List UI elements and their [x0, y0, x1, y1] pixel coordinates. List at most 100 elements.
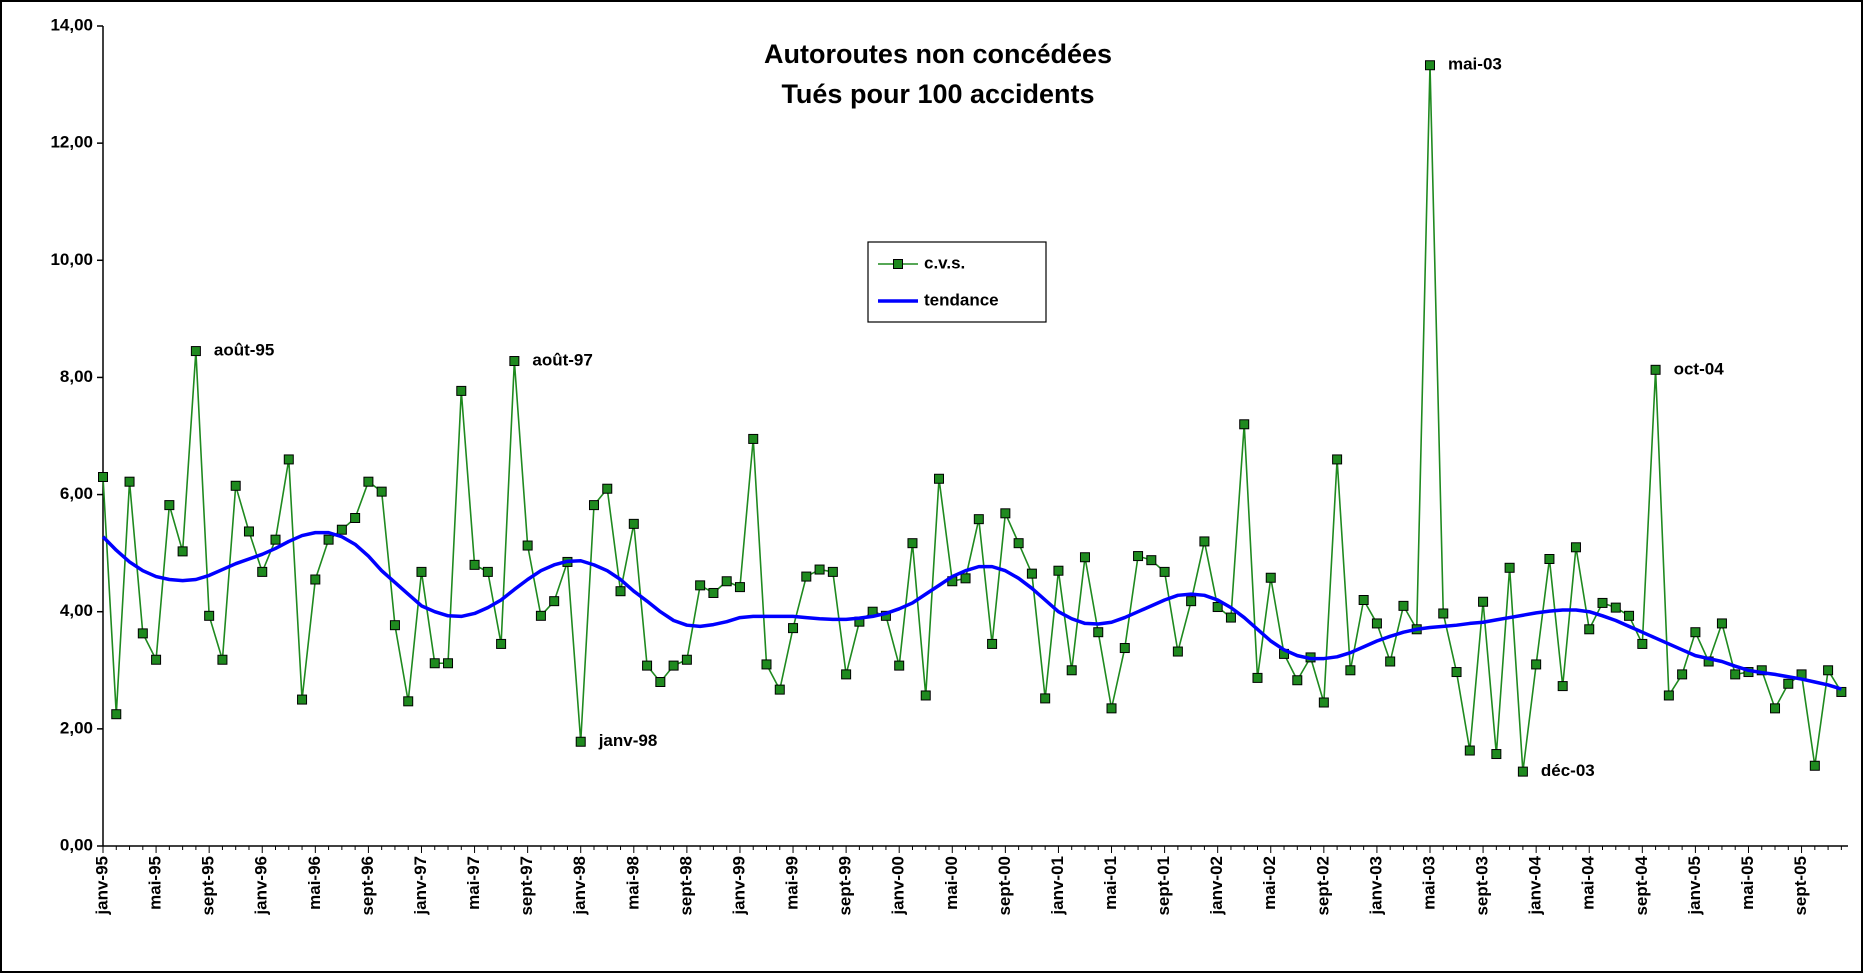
marker: [283, 454, 294, 465]
marker: [1783, 678, 1794, 689]
marker: [1159, 566, 1170, 577]
marker: [1265, 572, 1276, 583]
marker: [1000, 508, 1011, 519]
marker: [1066, 665, 1077, 676]
x-tick-label: janv-00: [889, 856, 908, 916]
legend-label: tendance: [924, 290, 999, 309]
marker: [164, 500, 175, 511]
marker: [1318, 697, 1329, 708]
marker: [1172, 646, 1183, 657]
series-line: [101, 530, 1842, 691]
y-tick-label: 10,00: [50, 250, 93, 269]
marker: [1637, 638, 1648, 649]
marker: [549, 596, 560, 607]
marker: [496, 638, 507, 649]
x-tick-label: mai-95: [146, 856, 165, 910]
marker: [416, 566, 427, 577]
chart-subtitle: Tués pour 100 accidents: [781, 79, 1094, 109]
marker: [1438, 608, 1449, 619]
x-tick-label: mai-01: [1101, 856, 1120, 910]
marker: [1531, 659, 1542, 670]
marker: [668, 660, 679, 671]
marker: [1079, 552, 1090, 563]
x-tick-label: sept-98: [676, 856, 695, 916]
marker: [681, 654, 692, 665]
marker: [204, 610, 215, 621]
marker: [456, 385, 467, 396]
marker: [190, 346, 201, 357]
marker: [1823, 665, 1834, 676]
marker: [1424, 60, 1435, 71]
marker: [1345, 665, 1356, 676]
marker: [1146, 555, 1157, 566]
y-tick-label: 12,00: [50, 133, 93, 152]
marker: [801, 571, 812, 582]
marker: [1597, 597, 1608, 608]
x-tick-label: sept-99: [836, 856, 855, 916]
marker: [748, 433, 759, 444]
marker: [1385, 656, 1396, 667]
marker: [1690, 627, 1701, 638]
marker: [98, 472, 108, 482]
marker: [1451, 667, 1462, 678]
marker: [376, 486, 387, 497]
marker: [1292, 675, 1303, 686]
marker: [1026, 568, 1037, 579]
marker: [1663, 690, 1674, 701]
point-label: déc-03: [1541, 761, 1595, 780]
x-tick-label: mai-03: [1419, 856, 1438, 910]
marker: [774, 684, 785, 695]
marker: [1730, 669, 1741, 680]
marker: [1650, 364, 1661, 375]
x-tick-label: janv-01: [1048, 856, 1067, 916]
marker: [1770, 703, 1781, 714]
x-tick-label: janv-98: [570, 856, 589, 916]
marker: [323, 534, 334, 545]
x-tick-label: sept-96: [358, 856, 377, 916]
chart-title: Autoroutes non concédées: [764, 39, 1112, 69]
x-tick-label: sept-97: [517, 856, 536, 916]
x-tick-label: mai-99: [783, 856, 802, 910]
series-line: [102, 64, 1843, 773]
marker: [814, 564, 825, 575]
marker: [708, 587, 719, 598]
point-label: août-95: [214, 341, 274, 360]
marker: [602, 483, 613, 494]
marker: [111, 709, 122, 720]
x-tick-label: janv-05: [1685, 856, 1704, 916]
marker: [1040, 693, 1051, 704]
x-tick-label: mai-98: [623, 856, 642, 910]
marker: [535, 610, 546, 621]
y-tick-label: 2,00: [60, 718, 93, 737]
x-tick-label: sept-05: [1791, 856, 1810, 916]
marker: [575, 736, 586, 747]
marker: [482, 566, 493, 577]
marker: [588, 500, 599, 511]
marker: [1119, 643, 1130, 654]
marker: [363, 476, 374, 487]
marker: [1332, 454, 1343, 465]
x-tick-label: mai-97: [464, 856, 483, 910]
marker: [124, 476, 135, 487]
marker: [1716, 618, 1727, 629]
marker: [1610, 602, 1621, 613]
marker: [642, 660, 653, 671]
marker: [841, 669, 852, 680]
marker: [934, 473, 945, 484]
x-tick-label: mai-00: [942, 856, 961, 910]
marker: [628, 518, 639, 529]
legend-label: c.v.s.: [924, 253, 965, 272]
y-tick-label: 4,00: [60, 601, 93, 620]
marker: [1464, 745, 1475, 756]
x-tick-label: mai-05: [1738, 856, 1757, 910]
x-tick-label: sept-95: [199, 856, 218, 916]
marker: [894, 660, 905, 671]
marker: [1557, 681, 1568, 692]
y-tick-label: 6,00: [60, 484, 93, 503]
marker: [1491, 749, 1502, 760]
marker: [469, 559, 480, 570]
marker: [1252, 672, 1263, 683]
marker: [403, 696, 414, 707]
x-tick-label: janv-03: [1366, 856, 1385, 916]
